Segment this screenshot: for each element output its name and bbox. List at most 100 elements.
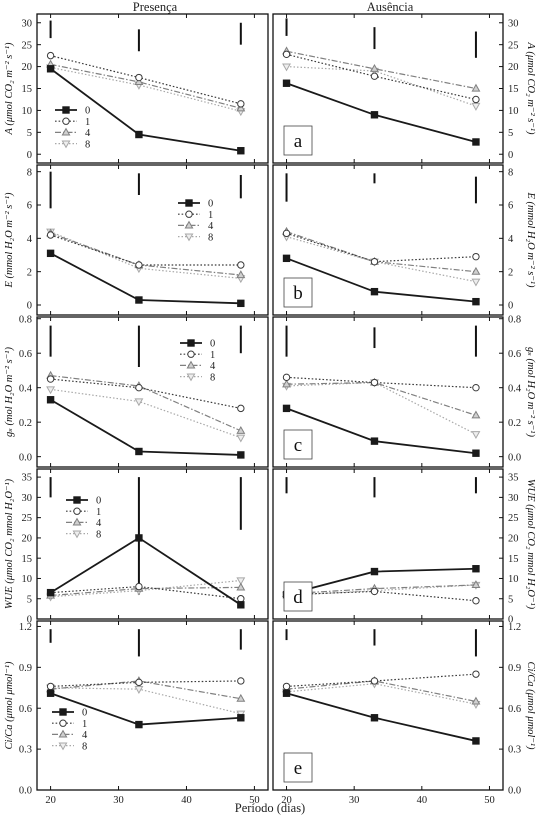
y-axis-label-right: gₛ (mol H₂O m⁻² s⁻¹) (525, 347, 536, 437)
legend-marker (59, 719, 67, 727)
series-4 (46, 59, 246, 112)
series-line (50, 585, 241, 600)
data-point (472, 297, 480, 306)
y-tick-label: 30 (22, 493, 33, 504)
data-point (282, 689, 291, 697)
data-point (370, 63, 379, 72)
legend-marker (61, 140, 71, 149)
data-point (236, 434, 246, 443)
y-tick-label: 15 (22, 84, 33, 95)
legend-marker (185, 210, 193, 218)
y-tick-label: 2 (27, 267, 32, 278)
series-1 (282, 229, 480, 266)
y-tick-label: 10 (22, 106, 33, 117)
data-point (46, 231, 55, 239)
legend-label: 0 (82, 708, 87, 719)
data-point (370, 567, 379, 576)
data-point (237, 451, 245, 459)
y-tick-label: 10 (508, 106, 519, 117)
series-8 (46, 577, 246, 602)
data-point (472, 252, 480, 261)
y-tick-label: 10 (22, 574, 33, 585)
series-8 (282, 581, 481, 601)
x-tick-label: 50 (484, 795, 495, 806)
series-line (50, 692, 241, 726)
legend-marker (185, 199, 193, 207)
panel-letter: e (294, 758, 302, 779)
y-axis-label-right: A (μmol CO₂ m⁻² s⁻¹) (525, 41, 536, 135)
legend-label: 1 (85, 117, 90, 128)
x-axis-label: Período (dias) (235, 801, 305, 815)
data-point (46, 689, 55, 697)
x-tick-label: 40 (417, 795, 428, 806)
y-tick-label: 5 (27, 594, 32, 605)
y-tick-label: 20 (508, 534, 519, 545)
series-line (50, 68, 241, 152)
series-8 (46, 228, 246, 284)
legend-label: 8 (96, 529, 101, 540)
legend-label: 1 (82, 719, 87, 730)
data-point (236, 103, 246, 112)
data-point (472, 597, 480, 605)
panel-letter-box (283, 277, 313, 308)
data-point (471, 431, 481, 440)
y-tick-label: 6 (508, 201, 513, 212)
y-tick-label: 20 (508, 62, 519, 73)
data-point (370, 287, 379, 296)
y-tick-label: 0.9 (508, 663, 521, 674)
y-tick-label: 0.6 (19, 704, 32, 715)
y-tick-label: 8 (27, 167, 32, 178)
series-line (286, 232, 476, 263)
data-point (236, 270, 246, 279)
series-line (50, 375, 242, 432)
row-c: 0.0 0.2 0.4 0.6 0.8 0.0 0.2 0.4 0.6 0.8 c gₛ (mol H… (4, 314, 536, 468)
data-point (471, 410, 481, 419)
data-point (282, 50, 291, 59)
y-tick-label: 2 (508, 267, 513, 278)
series-line (286, 407, 477, 455)
data-point (471, 278, 481, 287)
data-point (472, 670, 480, 678)
data-point (46, 682, 55, 691)
y-axis-label-right: WUE (μmol CO₂ mmol H₂O⁻¹) (525, 479, 536, 610)
x-tick-label: 50 (249, 795, 260, 806)
legend-label: 4 (82, 730, 88, 741)
series-8 (46, 386, 246, 443)
y-tick-label: 5 (508, 128, 513, 139)
y-tick-label: 20 (22, 534, 33, 545)
series-8 (46, 684, 246, 719)
data-point (237, 677, 245, 685)
legend-label: 8 (210, 372, 215, 383)
series-line (50, 680, 241, 700)
legend-marker (186, 373, 196, 382)
data-point (237, 714, 245, 722)
legend-label: 1 (96, 507, 101, 518)
x-tick-label: 30 (349, 795, 360, 806)
y-tick-label: 30 (508, 493, 519, 504)
data-point (46, 375, 55, 383)
legend-marker (184, 233, 194, 242)
data-point (236, 577, 246, 586)
series-line (286, 376, 476, 389)
legend-marker (62, 117, 70, 125)
y-tick-label: 0 (508, 150, 513, 161)
series-line (50, 252, 241, 305)
data-point (237, 601, 245, 609)
series-line (50, 398, 241, 456)
y-tick-label: 15 (22, 554, 33, 565)
data-point (471, 83, 481, 92)
data-point (472, 737, 480, 745)
data-point (236, 582, 246, 591)
data-point (134, 77, 144, 86)
series-line (50, 55, 241, 105)
data-point (471, 580, 481, 589)
series-line (286, 381, 477, 435)
y-tick-label: 1.2 (19, 622, 32, 633)
panel-c-presenca: 0.0 0.2 0.4 0.6 0.8 (19, 314, 269, 468)
y-tick-label: 0.3 (508, 745, 521, 756)
y-tick-label: 15 (508, 554, 519, 565)
